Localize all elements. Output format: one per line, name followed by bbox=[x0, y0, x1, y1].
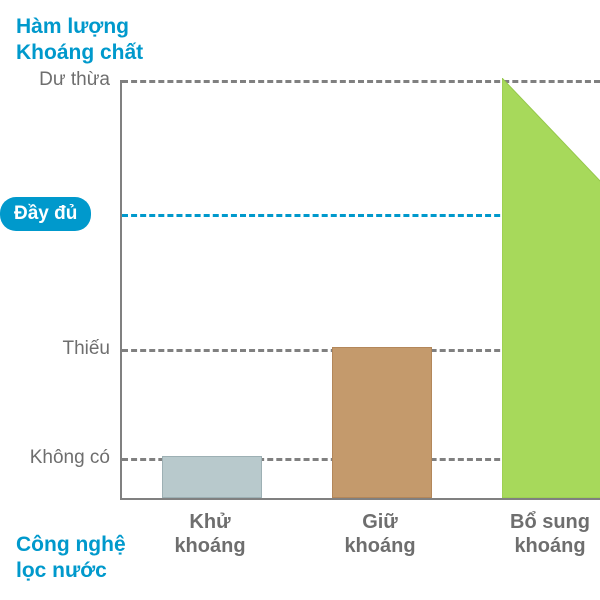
category-label-giu_khoang: Giữkhoáng bbox=[310, 510, 450, 558]
y-level-label-du_thua: Dư thừa bbox=[39, 69, 110, 91]
y-axis-title-line2: Khoáng chất bbox=[16, 41, 143, 64]
x-axis-title: Công nghệ lọc nước bbox=[16, 532, 126, 585]
bar-khu_khoang bbox=[162, 456, 262, 498]
y-axis-title: Hàm lượng Khoáng chất bbox=[16, 14, 143, 67]
x-axis-title-line1: Công nghệ bbox=[16, 533, 126, 556]
category-label-bo_sung_khoang: Bổ sungkhoáng bbox=[480, 510, 600, 558]
y-axis-title-line1: Hàm lượng bbox=[16, 15, 129, 38]
category-label-khu_khoang: Khửkhoáng bbox=[140, 510, 280, 558]
category-label-line1: Khử bbox=[189, 511, 230, 533]
y-level-badge-day_du: Đầy đủ bbox=[0, 197, 91, 231]
category-label-line2: khoáng bbox=[174, 535, 245, 557]
y-level-label-khong_co: Không có bbox=[30, 447, 110, 469]
x-axis-title-line2: lọc nước bbox=[16, 559, 107, 582]
bar-giu_khoang bbox=[332, 347, 432, 498]
category-label-line2: khoáng bbox=[344, 535, 415, 557]
category-label-line2: khoáng bbox=[514, 535, 585, 557]
chart-plot-area bbox=[120, 80, 600, 500]
category-label-line1: Giữ bbox=[362, 511, 398, 533]
category-label-line1: Bổ sung bbox=[510, 511, 590, 533]
y-level-label-thieu: Thiếu bbox=[62, 338, 110, 360]
bar-bo_sung_khoang bbox=[502, 78, 600, 498]
